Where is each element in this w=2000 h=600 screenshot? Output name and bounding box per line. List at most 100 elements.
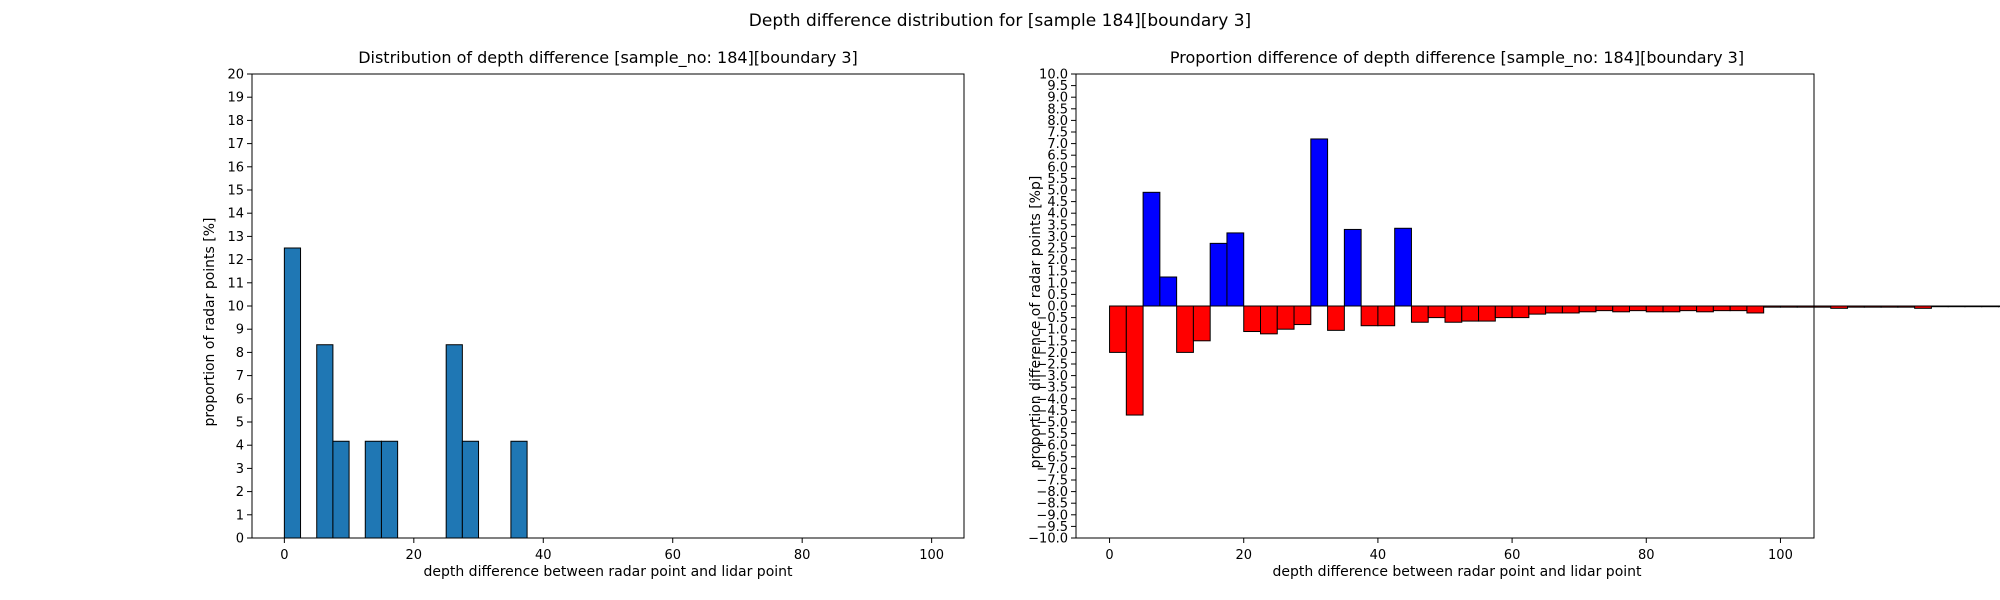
right-ytick-label: 2.5: [1047, 242, 1068, 257]
left-xtick-label: 80: [794, 548, 811, 563]
right-ytick-label: 5.0: [1047, 184, 1068, 199]
right-ytick-label: −6.5: [1036, 450, 1068, 465]
right-bar: [1763, 305, 1781, 308]
right-xtick-label: 40: [1370, 548, 1387, 563]
right-bar: [1444, 305, 1463, 323]
right-bar: [1612, 305, 1630, 313]
right-bar: [1461, 305, 1480, 322]
right-ytick-label: 1.0: [1047, 276, 1068, 291]
right-ytick-label: 9.5: [1047, 79, 1068, 94]
right-bar: [1880, 305, 1899, 308]
right-bar: [1427, 305, 1446, 319]
left-ytick-label: 6: [236, 392, 244, 407]
right-bar: [1847, 305, 1865, 308]
right-ytick-label: −9.0: [1036, 508, 1068, 523]
left-bar: [461, 440, 480, 539]
right-bar: [1478, 305, 1496, 322]
figure-suptitle: Depth difference distribution for [sampl…: [749, 11, 1251, 31]
right-bar: [1964, 305, 1983, 308]
right-chart: Proportion difference of depth differenc…: [1028, 48, 2000, 580]
right-chart-ylabel: proportion difference of radar points [%…: [1028, 176, 1044, 469]
right-xticks: 0 20 40 60 80 100: [1105, 538, 1793, 563]
right-xtick-label: 20: [1235, 548, 1252, 563]
left-chart: Distribution of depth difference [sample…: [202, 48, 965, 580]
right-bar: [1696, 305, 1714, 313]
left-ytick-label: 3: [236, 462, 244, 477]
right-ytick-label: 8.5: [1047, 102, 1068, 117]
right-bar: [1729, 305, 1748, 312]
left-bar: [445, 344, 463, 539]
right-ytick-label: 4.0: [1047, 207, 1068, 222]
left-ytick-label: 9: [236, 323, 244, 338]
left-xtick-label: 40: [535, 548, 552, 563]
right-bar: [1645, 305, 1664, 313]
right-bar: [1327, 305, 1345, 331]
right-chart-xlabel: depth difference between radar point and…: [1272, 564, 1642, 580]
left-ytick-label: 17: [227, 137, 244, 152]
right-ytick-label: −0.5: [1036, 311, 1068, 326]
left-ytick-label: 12: [227, 253, 244, 268]
left-bar: [283, 247, 302, 539]
right-bar: [1813, 305, 1832, 308]
right-bar: [1528, 305, 1547, 315]
right-ytick-label: −2.5: [1036, 358, 1068, 373]
left-bar: [510, 440, 528, 539]
left-axes-frame: [251, 73, 965, 539]
left-ytick-label: 16: [227, 160, 244, 175]
left-ytick-label: 13: [227, 230, 244, 245]
left-ytick-label: 8: [236, 346, 244, 361]
right-bar: [1998, 305, 2000, 308]
right-bar: [1125, 305, 1144, 416]
right-bars: [1109, 138, 2000, 416]
right-bar: [1243, 305, 1261, 333]
right-bar: [1276, 305, 1295, 330]
left-bar: [364, 440, 382, 539]
left-bar: [332, 440, 350, 539]
right-bar: [1595, 305, 1614, 312]
right-bar: [1712, 305, 1731, 312]
right-bar: [1310, 138, 1329, 307]
right-bar: [1109, 305, 1127, 353]
right-bar: [1863, 305, 1882, 308]
left-chart-ylabel: proportion of radar points [%]: [202, 217, 218, 426]
right-ytick-label: −10.0: [1028, 532, 1068, 547]
left-ytick-label: 1: [236, 508, 244, 523]
right-ytick-label: −2.0: [1036, 346, 1068, 361]
left-ytick-label: 10: [227, 300, 244, 315]
right-ytick-label: 6.0: [1047, 160, 1068, 175]
left-ytick-label: 2: [236, 485, 244, 500]
right-bar: [1796, 305, 1815, 308]
left-ytick-label: 14: [227, 207, 244, 222]
right-bar: [1410, 305, 1429, 323]
right-ytick-label: 5.5: [1047, 172, 1068, 187]
right-bar: [1897, 305, 1916, 308]
right-bar: [1981, 305, 1999, 308]
right-ytick-label: 8.0: [1047, 114, 1068, 129]
right-bar: [1176, 305, 1194, 353]
right-bar: [1494, 305, 1513, 319]
right-ytick-label: 7.0: [1047, 137, 1068, 152]
right-ytick-label: 4.5: [1047, 195, 1068, 210]
right-bar: [1662, 305, 1681, 313]
right-ytick-label: −5.0: [1036, 416, 1068, 431]
right-bar: [1511, 305, 1530, 319]
right-bar: [1394, 227, 1412, 307]
right-ytick-label: 7.5: [1047, 126, 1068, 141]
right-bar: [1746, 305, 1765, 314]
right-yticks: −10.0−9.5−9.0−8.5−8.0−7.5−7.0−6.5−6.0−5.…: [1028, 68, 1076, 547]
right-ytick-label: 3.0: [1047, 230, 1068, 245]
right-ytick-label: −3.5: [1036, 381, 1068, 396]
left-ytick-label: 0: [236, 532, 244, 547]
right-bar: [1226, 232, 1245, 307]
right-ytick-label: −7.5: [1036, 474, 1068, 489]
left-xticks: 0 20 40 60 80 100: [280, 538, 944, 563]
left-chart-xlabel: depth difference between radar point and…: [423, 564, 793, 580]
right-bar: [1679, 305, 1698, 312]
right-bar: [1192, 305, 1211, 342]
right-bar: [1260, 305, 1278, 335]
left-ytick-label: 5: [236, 416, 244, 431]
right-bar: [1209, 242, 1228, 307]
left-xtick-label: 100: [919, 548, 944, 563]
right-ytick-label: −4.5: [1036, 404, 1068, 419]
